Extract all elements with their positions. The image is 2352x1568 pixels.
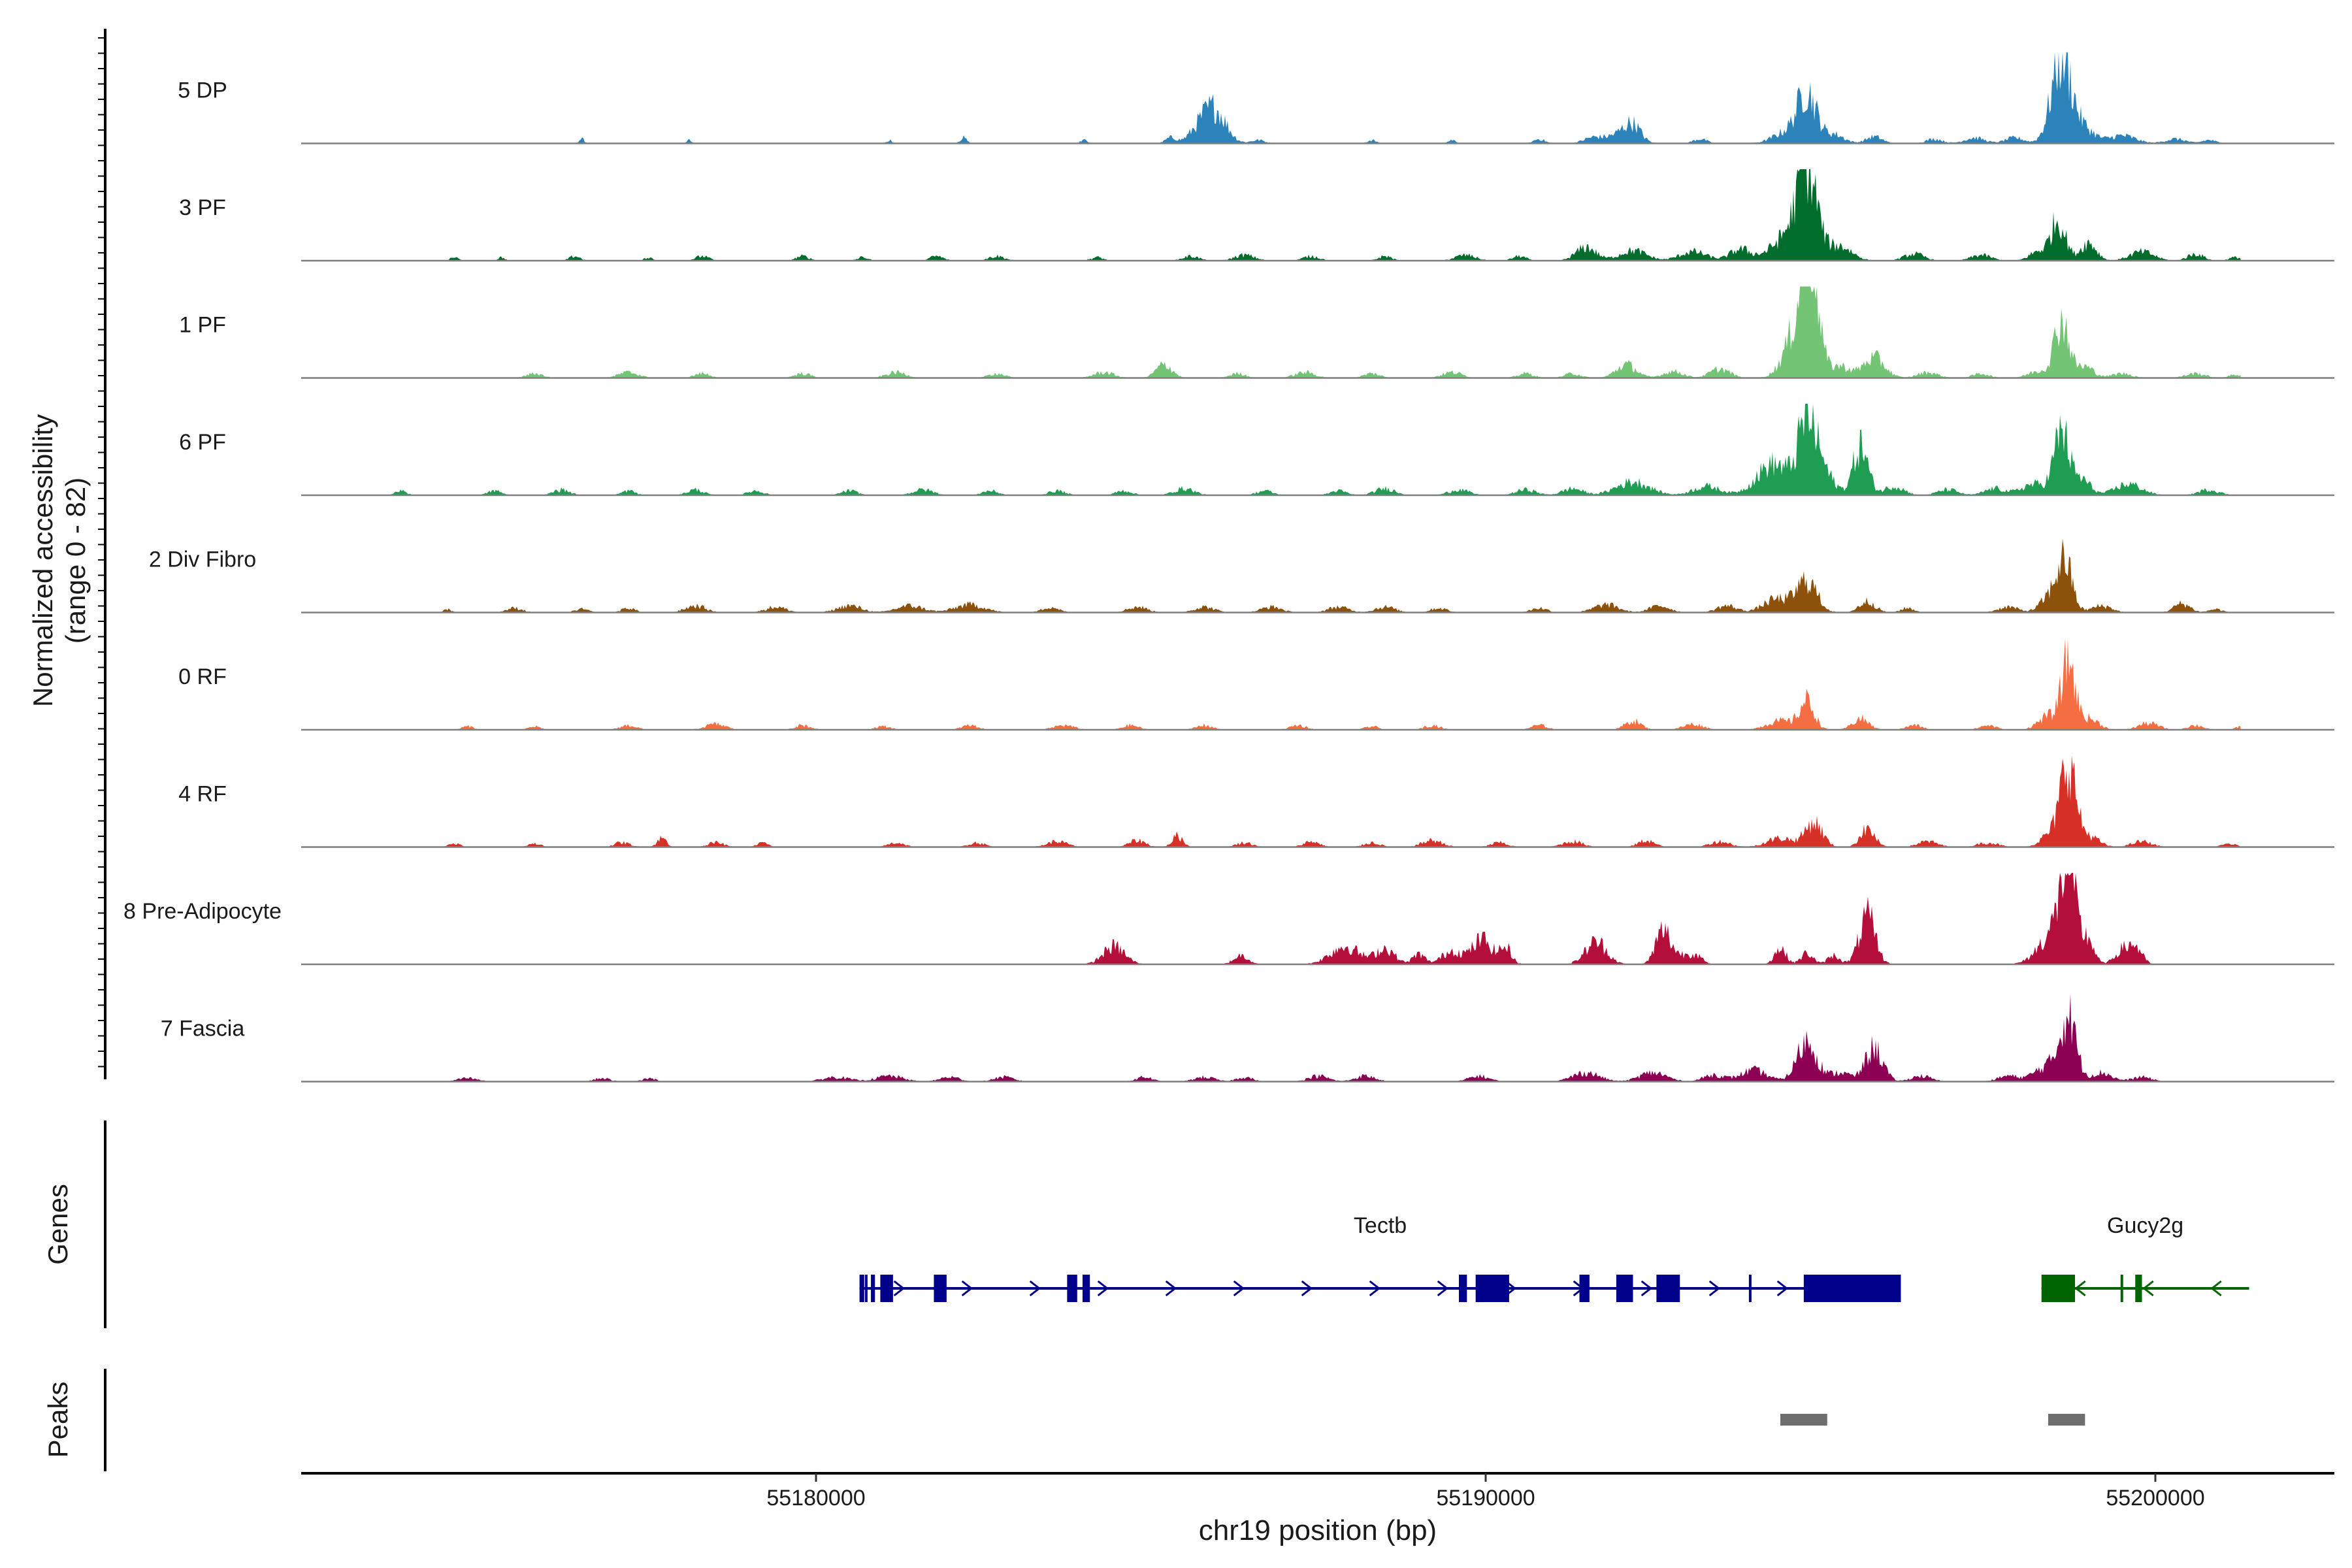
gene-name-label: Tectb (1354, 1213, 1407, 1238)
track-area (301, 873, 2241, 964)
gene-tectb: Tectb (859, 1213, 1901, 1302)
track-5-dp: 5 DP (178, 52, 2334, 144)
x-axis-ticks: 55180000 55190000 55200000 (766, 1473, 2205, 1511)
x-tick-label: 55180000 (766, 1486, 865, 1511)
strand-arrow (893, 1280, 906, 1297)
gene-exon (1579, 1275, 1590, 1302)
strand-arrow (1233, 1280, 1245, 1297)
track-label: 2 Div Fibro (149, 547, 256, 572)
gene-exon (1067, 1275, 1077, 1302)
track-label: 4 RF (178, 782, 227, 807)
strand-arrow (961, 1280, 973, 1297)
track-3-pf: 3 PF (179, 169, 2334, 262)
track-8-pre-adipocyte: 8 Pre-Adipocyte (123, 873, 2334, 966)
gene-exon (2135, 1275, 2142, 1302)
peaks-panel-label: Peaks (42, 1382, 73, 1458)
strand-arrow (1097, 1280, 1109, 1297)
track-1-pf: 1 PF (179, 286, 2334, 379)
strand-arrow (2074, 1280, 2086, 1297)
gene-annotation-panel: Tectb Gucy2g (859, 1213, 2249, 1302)
track-area (301, 169, 2241, 261)
peak-region-bar (2048, 1414, 2085, 1426)
gene-exon (1082, 1275, 1090, 1302)
track-area (301, 52, 2241, 144)
track-label: 6 PF (179, 430, 226, 455)
gene-name-label: Gucy2g (2107, 1213, 2183, 1238)
genes-panel-label: Genes (42, 1184, 73, 1265)
strand-arrow (1165, 1280, 1177, 1297)
track-6-pf: 6 PF (179, 404, 2334, 497)
track-area (301, 286, 2241, 378)
track-label: 5 DP (178, 78, 227, 103)
strand-arrow (1708, 1280, 1721, 1297)
x-tick-label: 55200000 (2106, 1486, 2204, 1511)
y-axis-label-line1: Normalized accessibility (27, 414, 58, 707)
track-0-rf: 0 RF (178, 638, 2334, 731)
strand-arrow (1301, 1280, 1313, 1297)
x-axis-label: chr19 position (bp) (1199, 1514, 1437, 1546)
track-label: 1 PF (179, 313, 226, 338)
gene-exon (1616, 1275, 1633, 1302)
track-label: 3 PF (179, 195, 226, 220)
strand-arrow (1641, 1280, 1653, 1297)
gene-exon (880, 1275, 893, 1302)
gene-exon (934, 1275, 947, 1302)
gene-exon (1656, 1275, 1680, 1302)
peak-region-bar (1780, 1414, 1827, 1426)
track-label: 0 RF (178, 664, 227, 689)
gene-exon (1459, 1275, 1467, 1302)
gene-exon (871, 1275, 875, 1302)
coverage-tracks: 5 DP 3 PF 1 PF 6 PF 2 Div Fibro 0 RF 4 RF 8 Pre… (123, 52, 2334, 1083)
x-tick-label: 55190000 (1436, 1486, 1535, 1511)
coverage-y-ticks (98, 37, 105, 1068)
strand-arrow (1776, 1280, 1789, 1297)
track-4-rf: 4 RF (178, 755, 2334, 848)
strand-arrow (1437, 1280, 1449, 1297)
y-axis-label-line2: (range 0 - 82) (60, 478, 91, 644)
track-area (301, 638, 2241, 730)
gene-gucy2g: Gucy2g (2041, 1213, 2249, 1302)
track-area (301, 755, 2241, 847)
track-label: 8 Pre-Adipocyte (123, 899, 282, 924)
strand-arrow (2210, 1280, 2222, 1297)
gene-exon (859, 1275, 864, 1302)
gene-exon (2041, 1275, 2075, 1302)
track-label: 7 Fascia (161, 1017, 245, 1041)
track-7-fascia: 7 Fascia (161, 994, 2334, 1083)
gene-exon (1475, 1275, 1509, 1302)
strand-arrow (2142, 1280, 2154, 1297)
strand-arrow (1369, 1280, 1381, 1297)
track-area (301, 404, 2241, 495)
track-area (301, 538, 2241, 613)
track-area (301, 994, 2241, 1082)
track-2-div-fibro: 2 Div Fibro (149, 538, 2334, 613)
peak-regions-panel (1780, 1414, 2085, 1426)
gene-exon (1803, 1275, 1901, 1302)
strand-arrow (1029, 1280, 1041, 1297)
